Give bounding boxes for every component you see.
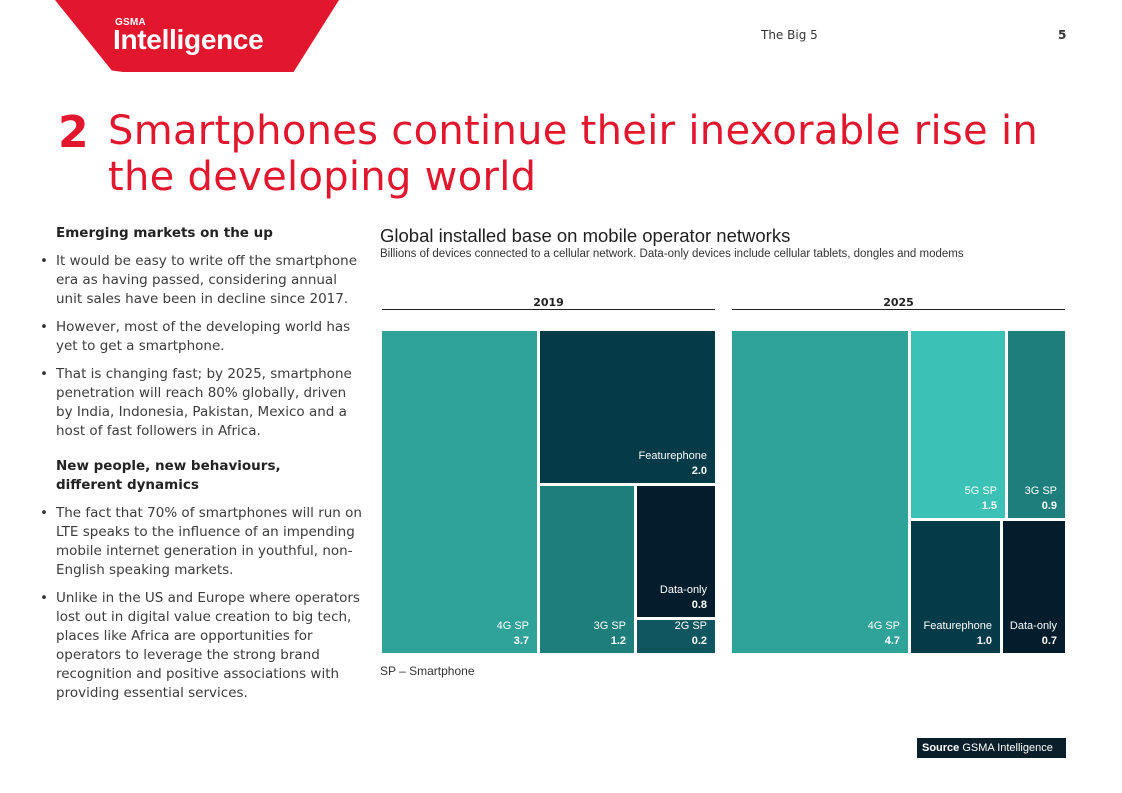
treemap-cell-2019-featurephone: Featurephone 2.0 [540, 331, 715, 483]
treemap-cell-name: 2G SP [674, 620, 707, 632]
chart-subtitle: Billions of devices connected to a cellu… [380, 248, 964, 260]
treemap-cell-value: 2.0 [691, 465, 707, 477]
subheading-new-people: New people, new behaviours, different dy… [56, 458, 281, 493]
running-title: The Big 5 [761, 28, 818, 42]
year-label-2019: 2019 [533, 296, 564, 309]
year-label-2025: 2025 [883, 296, 914, 309]
treemap-cell-value: 1.5 [981, 500, 997, 512]
treemap-cell-name: 3G SP [1024, 485, 1057, 497]
treemap-cell-value: 4.7 [884, 635, 900, 647]
treemap-cell-label: 4G SP 4.7 [868, 619, 900, 649]
treemap-cell-2019-3g-sp: 3G SP 1.2 [540, 486, 634, 653]
treemap-cell-name: Featurephone [638, 450, 708, 462]
treemap-cell-2019-2g-sp: 2G SP 0.2 [637, 620, 715, 653]
treemap-cell-label: Data-only 0.7 [1010, 619, 1057, 649]
chart-footnote: SP – Smartphone [380, 664, 475, 678]
section-number: 2 [58, 107, 89, 158]
left-column: Emerging markets on the up It would be e… [40, 224, 366, 712]
treemap-cell-label: Data-only 0.8 [660, 583, 707, 613]
treemap-cell-label: 3G SP 0.9 [1025, 484, 1057, 514]
treemap-cell-name: Data-only [1009, 620, 1057, 632]
treemap-cell-2019-data-only: Data-only 0.8 [637, 486, 715, 617]
treemap-cell-name: Data-only [659, 584, 707, 596]
treemap-cell-value: 0.2 [691, 635, 707, 647]
treemap-cell-label: 3G SP 1.2 [594, 619, 626, 649]
treemap-cell-value: 1.0 [976, 635, 992, 647]
source-label: Source [922, 742, 960, 754]
treemap-cell-label: 4G SP 3.7 [497, 619, 529, 649]
page-number: 5 [1058, 28, 1067, 42]
bullet-list-1: It would be easy to write off the smartp… [40, 252, 366, 441]
bullet-item: It would be easy to write off the smartp… [40, 252, 366, 309]
treemap-cell-value: 0.7 [1041, 635, 1057, 647]
treemap-cell-name: 5G SP [964, 485, 997, 497]
treemap-cell-2025-5g-sp: 5G SP 1.5 [911, 331, 1005, 518]
treemap-cell-2025-data-only: Data-only 0.7 [1003, 521, 1065, 653]
treemap-cell-2025-featurephone: Featurephone 1.0 [911, 521, 1000, 653]
bullet-item: The fact that 70% of smartphones will ru… [40, 504, 366, 580]
treemap-cell-name: 4G SP [867, 620, 900, 632]
bullet-list-2: The fact that 70% of smartphones will ru… [40, 504, 366, 703]
treemap-cell-name: 4G SP [496, 620, 529, 632]
treemap-cell-2025-4g-sp: 4G SP 4.7 [732, 331, 908, 653]
treemap-cell-value: 0.8 [691, 599, 707, 611]
treemap-cell-value: 3.7 [513, 635, 529, 647]
treemap-cell-label: Featurephone 1.0 [924, 619, 993, 649]
treemap-cell-label: 5G SP 1.5 [965, 484, 997, 514]
page-title: Smartphones continue their inexorable ri… [108, 108, 1039, 200]
treemap-cell-2025-3g-sp: 3G SP 0.9 [1008, 331, 1065, 518]
logo-intelligence-text: Intelligence [113, 24, 264, 55]
subheading-emerging-markets: Emerging markets on the up [56, 225, 273, 241]
source-badge: Source GSMA Intelligence [917, 738, 1066, 758]
treemap-cell-name: Featurephone [923, 620, 993, 632]
treemap-cell-name: 3G SP [593, 620, 626, 632]
bullet-item: However, most of the developing world ha… [40, 318, 366, 356]
logo-gsma-text: GSMA [115, 17, 146, 28]
treemap-cell-value: 0.9 [1041, 500, 1057, 512]
bullet-item: That is changing fast; by 2025, smartpho… [40, 365, 366, 441]
source-text: GSMA Intelligence [962, 742, 1053, 754]
treemap-cell-label: Featurephone 2.0 [639, 449, 708, 479]
treemap-cell-value: 1.2 [610, 635, 626, 647]
bullet-item: Unlike in the US and Europe where operat… [40, 589, 366, 703]
treemap-cell-label: 2G SP 0.2 [675, 619, 707, 649]
year-rule-2019 [382, 309, 715, 310]
treemap-cell-2019-4g-sp: 4G SP 3.7 [382, 331, 537, 653]
chart-title: Global installed base on mobile operator… [380, 225, 791, 246]
year-rule-2025 [732, 309, 1065, 310]
